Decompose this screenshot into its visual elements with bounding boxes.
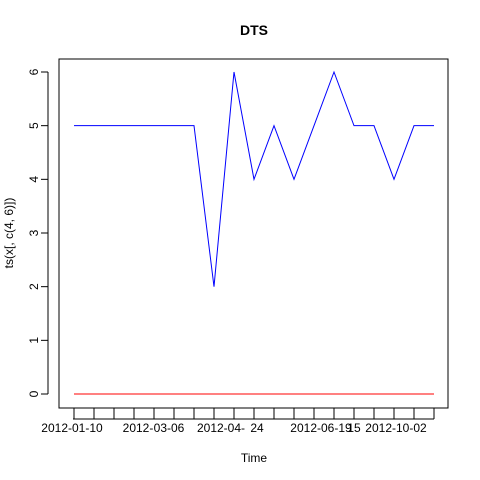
y-tick-label: 6 [27, 68, 41, 75]
y-ticks: 0 1 2 3 4 5 6 [27, 68, 48, 397]
y-tick-label: 0 [27, 390, 41, 397]
x-tick-label: 24 [250, 421, 264, 435]
chart-title: DTS [240, 22, 268, 38]
series-group [73, 70, 435, 395]
x-tick-label: 2012- [123, 421, 154, 435]
y-tick-label: 1 [27, 337, 41, 344]
x-tick-label: 15 [347, 421, 361, 435]
x-ticks: 2012-01-10 2012- 03-06 2012-04- 24 2012-06-19… [41, 408, 435, 435]
x-tick-label: 03-06 [154, 421, 185, 435]
y-tick-label: 4 [27, 176, 41, 183]
y-axis-label: ts(x[, c(4, 6)]) [2, 198, 16, 269]
x-tick-label: 2012-10-02 [365, 421, 427, 435]
plot-frame [58, 58, 449, 409]
x-tick-label: 2012-01-10 [41, 421, 103, 435]
y-tick-label: 3 [27, 229, 41, 236]
x-tick-label: 2012-06-19 [290, 421, 352, 435]
y-tick-label: 5 [27, 122, 41, 129]
x-axis-label: Time [241, 451, 268, 465]
y-tick-label: 2 [27, 283, 41, 290]
x-tick-label: 2012-04- [197, 421, 245, 435]
